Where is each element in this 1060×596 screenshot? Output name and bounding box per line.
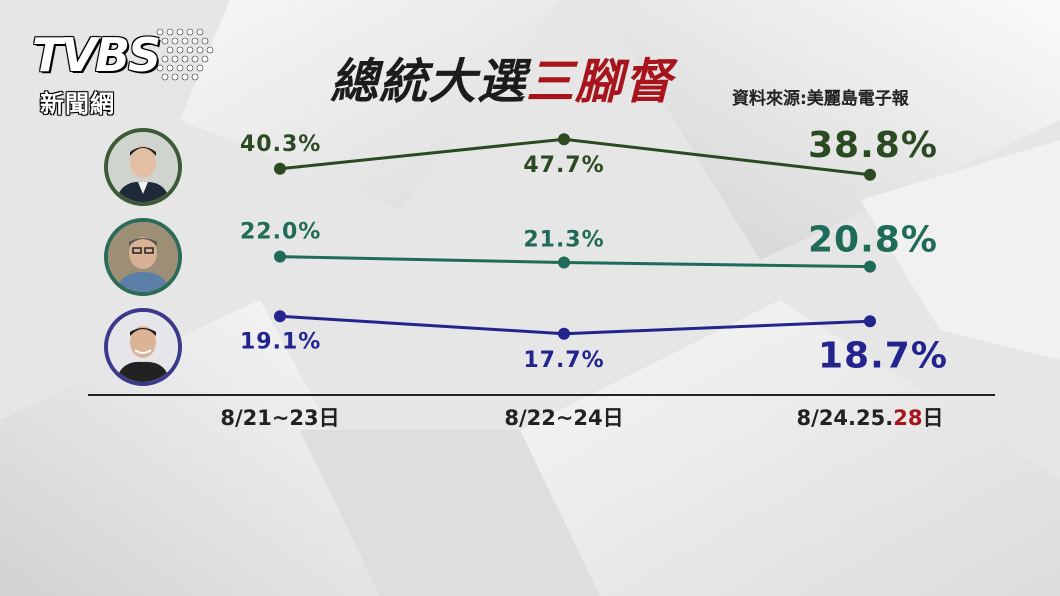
x-tick-part: 日 [922, 406, 943, 430]
series-2-value-label: 21.3% [523, 228, 604, 253]
person-icon [108, 132, 178, 202]
series-3-point [558, 327, 570, 340]
series-1-value-label: 38.8% [808, 125, 938, 166]
series-3-value-label: 18.7% [818, 335, 948, 376]
series-2-value-label: 20.8% [808, 220, 938, 261]
x-tick-highlight: 28 [893, 406, 922, 430]
series-3-line [279, 314, 871, 336]
series-2-point [864, 260, 876, 273]
person-icon [108, 312, 178, 382]
logo-subtitle: 新聞網 [40, 90, 115, 118]
candidate-3-avatar [104, 308, 182, 386]
title-main: 總統大選 [330, 54, 527, 110]
x-tick-part: 8/21~23日 [220, 406, 339, 430]
candidate-2-avatar [104, 218, 182, 296]
series-2-point [274, 250, 286, 263]
series-1-point [558, 133, 570, 146]
x-tick-part: 8/22~24日 [504, 406, 623, 430]
series-2-line [279, 255, 871, 269]
x-tick-label: 8/24.25.28日 [797, 406, 944, 430]
series-3-point [864, 315, 876, 328]
x-tick-part: 8/24.25. [797, 406, 894, 430]
series-1-value-label: 47.7% [523, 153, 604, 178]
series-3-value-label: 17.7% [523, 348, 604, 373]
x-tick-label: 8/21~23日 [220, 406, 339, 430]
logo-wordmark: TVBS [32, 28, 161, 82]
candidate-1-avatar [104, 128, 182, 206]
series-2-value-label: 22.0% [240, 220, 321, 245]
title-highlight: 三腳督 [526, 54, 674, 110]
series-3-value-label: 19.1% [240, 329, 321, 354]
series-1-point [864, 168, 876, 181]
page-title: 總統大選三腳督 [330, 42, 673, 112]
series-1-value-label: 40.3% [240, 132, 321, 157]
x-tick-label: 8/22~24日 [504, 406, 623, 430]
logo-dots-icon [156, 28, 214, 81]
tvbs-logo: TVBS 新聞網 [30, 18, 220, 118]
source-note: 資料來源:美麗島電子報 [732, 89, 909, 109]
person-icon [108, 222, 178, 292]
series-2-point [558, 256, 570, 269]
series-3-point [274, 310, 286, 323]
series-1-point [274, 162, 286, 175]
